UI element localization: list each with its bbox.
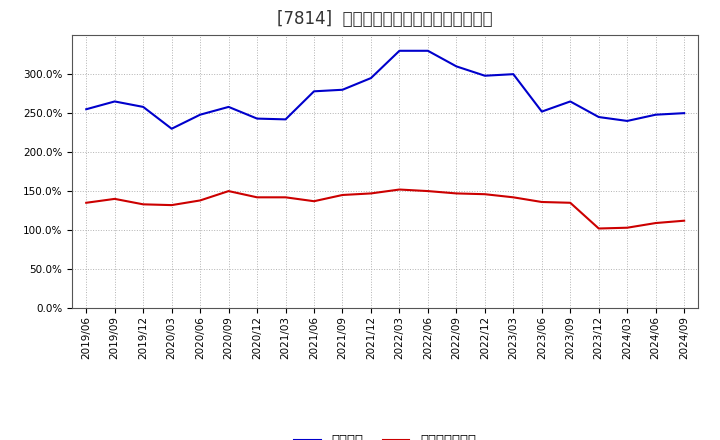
固定比率	[139, 104, 148, 110]
固定比率	[366, 75, 375, 81]
固定長期適合率	[595, 226, 603, 231]
固定長期適合率	[167, 202, 176, 208]
固定比率	[338, 87, 347, 92]
固定長期適合率	[110, 196, 119, 202]
固定長期適合率	[310, 198, 318, 204]
固定比率	[623, 118, 631, 124]
固定長期適合率	[225, 188, 233, 194]
Title: [7814]  固定比率、固定長期適合率の推移: [7814] 固定比率、固定長期適合率の推移	[277, 10, 493, 28]
固定比率	[310, 89, 318, 94]
固定比率	[196, 112, 204, 117]
固定比率	[225, 104, 233, 110]
固定長期適合率	[366, 191, 375, 196]
固定長期適合率	[82, 200, 91, 205]
固定比率	[82, 106, 91, 112]
Line: 固定長期適合率: 固定長期適合率	[86, 190, 684, 228]
固定長期適合率	[509, 194, 518, 200]
固定長期適合率	[196, 198, 204, 203]
固定長期適合率	[423, 188, 432, 194]
固定長期適合率	[537, 199, 546, 205]
固定比率	[452, 64, 461, 69]
固定長期適合率	[680, 218, 688, 224]
固定比率	[423, 48, 432, 53]
固定比率	[537, 109, 546, 114]
固定比率	[680, 110, 688, 116]
Line: 固定比率: 固定比率	[86, 51, 684, 129]
固定比率	[566, 99, 575, 104]
固定長期適合率	[338, 192, 347, 198]
固定長期適合率	[395, 187, 404, 192]
固定長期適合率	[623, 225, 631, 231]
固定比率	[253, 116, 261, 121]
固定長期適合率	[452, 191, 461, 196]
Legend: 固定比率, 固定長期適合率: 固定比率, 固定長期適合率	[289, 429, 481, 440]
固定比率	[509, 72, 518, 77]
固定比率	[480, 73, 489, 78]
固定比率	[282, 117, 290, 122]
固定長期適合率	[139, 202, 148, 207]
固定長期適合率	[282, 194, 290, 200]
固定長期適合率	[652, 220, 660, 226]
固定比率	[395, 48, 404, 53]
固定長期適合率	[566, 200, 575, 205]
固定比率	[595, 114, 603, 120]
固定比率	[167, 126, 176, 132]
固定長期適合率	[253, 194, 261, 200]
固定長期適合率	[480, 191, 489, 197]
固定比率	[110, 99, 119, 104]
固定比率	[652, 112, 660, 117]
